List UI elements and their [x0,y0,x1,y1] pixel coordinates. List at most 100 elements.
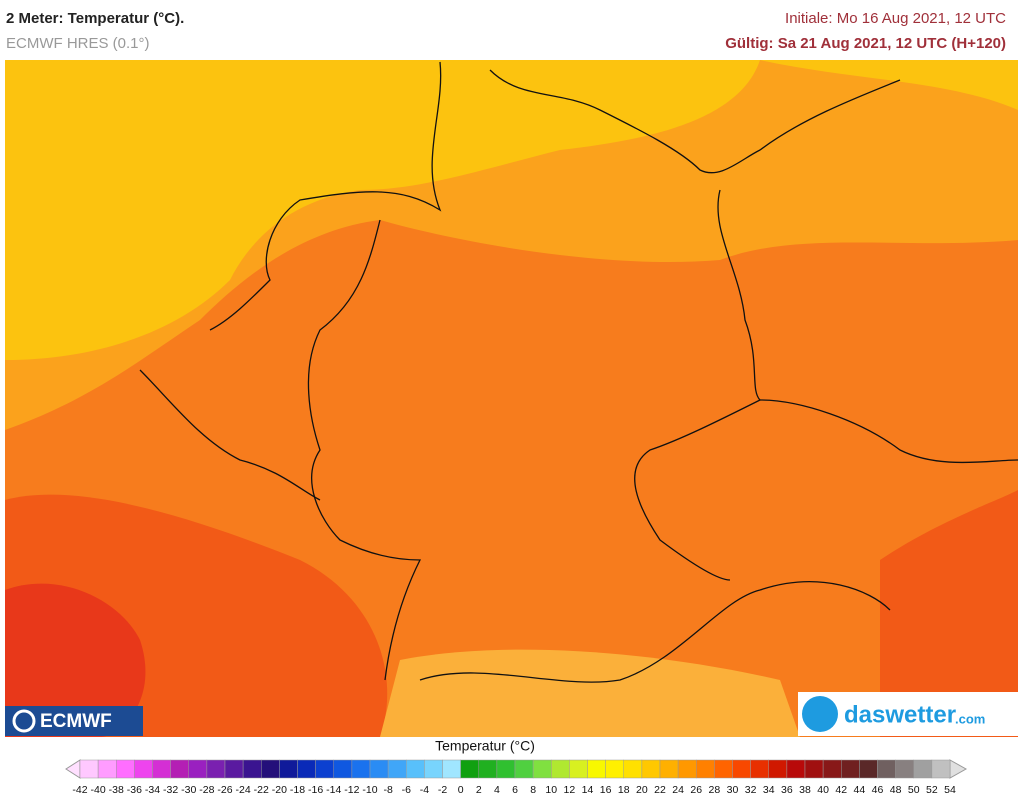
color-bar-tick-label: 44 [854,784,866,796]
color-bar-tick-label: 42 [835,784,847,796]
color-bar-cell [822,759,842,779]
color-bar-tick-label: 40 [817,784,829,796]
color-bar-cell [351,759,371,779]
color-bar-cell [659,759,679,779]
alps [380,649,800,737]
color-bar-cell [859,759,878,779]
color-bar-cell [623,759,643,779]
color-bar-cell [786,759,806,779]
color-bar-tick-label: 22 [654,784,666,796]
color-bar-tick-label: -40 [91,784,106,796]
color-bar-tick-label: 2 [476,784,482,796]
color-bar-tick-label: 26 [690,784,702,796]
color-bar-tick-label: 0 [458,784,464,796]
color-bar-tick-label: 6 [512,784,518,796]
color-bar-tick-label: 46 [872,784,884,796]
color-bar-cell [931,759,951,779]
color-bar-tick-label: -34 [145,784,160,796]
ecmwf-logo-text: ECMWF [40,711,112,732]
color-bar-tick-label: -32 [163,784,178,796]
color-bar-cell [551,759,570,779]
color-bar-cell [170,759,189,779]
daswetter-tld: .com [955,711,985,726]
color-bar-tick-label: -4 [420,784,429,796]
color-bar-tick-label: -30 [181,784,196,796]
color-bar-cell [714,759,733,779]
color-bar-cell [442,759,461,779]
color-bar-cell [804,759,824,779]
color-bar-tick-label: 8 [530,784,536,796]
color-bar-tick-label: 30 [727,784,739,796]
color-bar-tick-label: -22 [254,784,269,796]
model: ECMWF HRES (0.1°) [6,35,150,52]
color-bar-tick-label: -42 [72,784,87,796]
color-bar-tick-label: -36 [127,784,142,796]
color-bar-arrow-left [65,759,81,779]
color-bar-tick-label: 28 [709,784,721,796]
color-bar-tick-label: 12 [564,784,576,796]
color-bar-cell [188,759,208,779]
color-bar-tick-label: 32 [745,784,757,796]
color-bar-cell [532,759,552,779]
mild-zone-east [760,60,1018,110]
color-bar-tick-label: -26 [217,784,232,796]
title: 2 Meter: Temperatur (°C). [6,10,184,27]
color-bar-tick-label: -28 [199,784,214,796]
color-bar-cell [242,759,262,779]
color-bar-cell [768,759,788,779]
daswetter-brand: daswetter [844,701,956,728]
color-bar-cell [387,759,407,779]
color-bar-cell [224,759,244,779]
color-bar-cell [206,759,226,779]
color-bar-tick-label: 48 [890,784,902,796]
color-bar-cell [297,759,316,779]
color-bar-cell [424,759,443,779]
color-bar-tick-label: 50 [908,784,920,796]
color-bar-tick-label: -12 [344,784,359,796]
temperature-map [5,60,1019,737]
color-bar-cell [750,759,769,779]
color-bar-tick-label: 38 [799,784,811,796]
color-bar-tick-label: 14 [582,784,594,796]
color-bar-tick-label: -18 [290,784,305,796]
color-bar-tick-label: 4 [494,784,500,796]
color-bar-cell [569,759,588,779]
mild-zone [5,60,760,360]
color-bar-cell [261,759,280,779]
ecmwf-logo: ECMWF [5,706,143,736]
color-bar-cell [895,759,914,779]
borders [139,61,1019,683]
color-bar-cell [732,759,751,779]
valid-time: Gültig: Sa 21 Aug 2021, 12 UTC (H+120) [725,35,1006,52]
color-bar-cell [333,759,353,779]
color-bar-cell [913,759,933,779]
daswetter-logo-icon [802,696,838,732]
color-bar-tick-label: 52 [926,784,938,796]
color-bar-tick-label: -2 [438,784,447,796]
color-bar-tick-label: -6 [402,784,411,796]
color-bar-cell [496,759,516,779]
ecmwf-logo-icon [12,709,36,733]
color-bar-tick-label: 34 [763,784,775,796]
color-bar-cell [369,759,389,779]
color-bar-tick-label: -38 [109,784,124,796]
color-bar-tick-label: 16 [600,784,612,796]
color-bar-cell [677,759,697,779]
color-bar-cell [877,759,896,779]
color-bar-tick-label: -10 [362,784,377,796]
color-bar-tick-label: -24 [236,784,251,796]
color-bar-cell [641,759,661,779]
initial-time: Initiale: Mo 16 Aug 2021, 12 UTC [785,10,1006,27]
hot-core-west [5,583,146,737]
color-bar-cell [460,759,479,779]
color-bar-cell [514,759,534,779]
legend-title: Temperatur (°C) [435,738,535,754]
color-bar-tick-label: -14 [326,784,341,796]
color-bar-tick-label: 18 [618,784,630,796]
color-bar-tick-label: -8 [383,784,392,796]
color-bar-cell [79,759,99,779]
color-bar-cell [134,759,153,779]
color-bar-arrow-right [949,759,968,779]
